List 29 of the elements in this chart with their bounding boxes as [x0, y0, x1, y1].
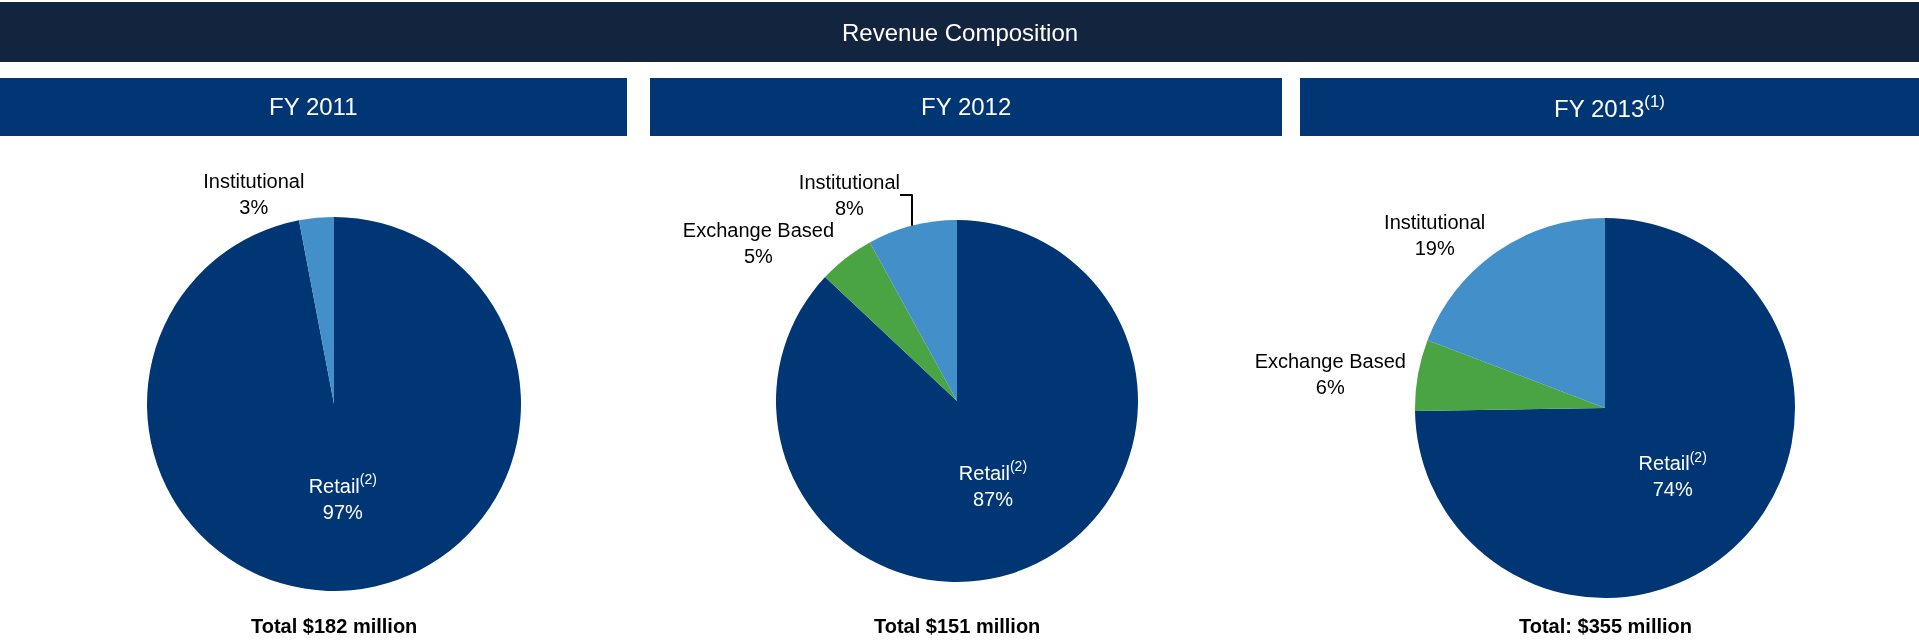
slice-label: Exchange Based — [1254, 350, 1406, 373]
slice-label: Retail$^{(2)}$ — [958, 458, 1028, 484]
data-label: 87% — [972, 487, 1014, 510]
data-label: 6% — [1315, 376, 1345, 399]
text: Total $151 million — [874, 615, 1041, 637]
pie-slice — [1415, 340, 1605, 412]
slice-label: Retail$^{(2)}$ — [308, 471, 377, 497]
pie-slice — [298, 217, 334, 404]
pie-slice — [825, 242, 957, 401]
pie-slice — [776, 220, 1138, 582]
text: Revenue Composition — [842, 19, 1079, 46]
chart-title: FY 2012 — [921, 93, 1012, 120]
slice-label: Institutional — [203, 170, 305, 193]
slice-label: Exchange Based — [682, 219, 835, 241]
slice-label: Institutional — [1384, 211, 1486, 234]
text: Total: $355 million — [1519, 615, 1692, 637]
data-label: 8% — [834, 197, 865, 219]
slice-label: Retail$^{(2)}$ — [1638, 448, 1707, 475]
chart-title: FY 2011 — [269, 93, 358, 120]
slice-label: Institutional — [798, 171, 900, 193]
pie-slice — [869, 220, 957, 401]
data-label: 19% — [1414, 237, 1455, 260]
chart-title: FY 2013$^{(1)}$ — [1554, 92, 1665, 123]
text: Total $182 million — [251, 615, 418, 637]
data-label: 5% — [743, 245, 774, 267]
data-label: 3% — [239, 196, 269, 219]
pie-slice — [147, 217, 521, 591]
data-label: 97% — [322, 500, 364, 523]
data-label: 74% — [1652, 478, 1693, 501]
